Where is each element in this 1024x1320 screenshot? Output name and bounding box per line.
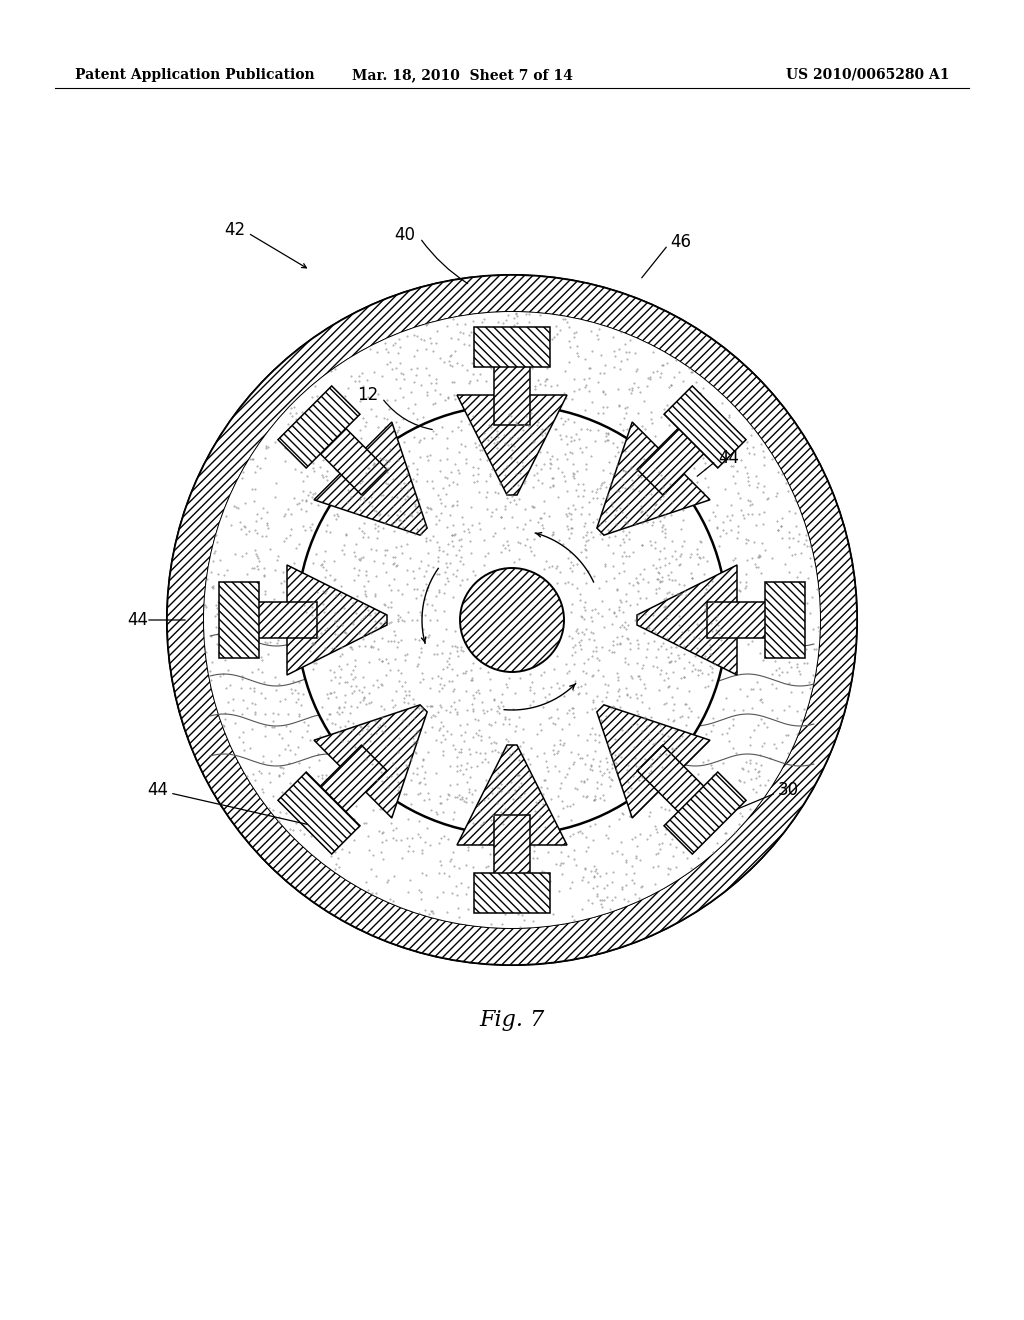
Text: 46: 46 bbox=[670, 234, 691, 251]
Polygon shape bbox=[597, 422, 710, 535]
Polygon shape bbox=[664, 772, 746, 854]
Text: Fig. 7: Fig. 7 bbox=[479, 1008, 545, 1031]
Polygon shape bbox=[637, 565, 737, 675]
Text: 44: 44 bbox=[127, 611, 148, 630]
Polygon shape bbox=[597, 705, 710, 818]
Text: 42: 42 bbox=[224, 220, 245, 239]
Polygon shape bbox=[242, 602, 317, 638]
Polygon shape bbox=[637, 416, 716, 495]
Polygon shape bbox=[314, 422, 427, 535]
Polygon shape bbox=[494, 350, 530, 425]
Polygon shape bbox=[308, 416, 387, 495]
Polygon shape bbox=[494, 814, 530, 890]
Text: 44: 44 bbox=[718, 449, 739, 467]
Polygon shape bbox=[314, 705, 427, 818]
Polygon shape bbox=[219, 582, 259, 657]
Polygon shape bbox=[765, 582, 805, 657]
Polygon shape bbox=[474, 327, 550, 367]
Polygon shape bbox=[278, 385, 360, 469]
Wedge shape bbox=[167, 275, 857, 965]
Text: US 2010/0065280 A1: US 2010/0065280 A1 bbox=[786, 69, 950, 82]
Text: Patent Application Publication: Patent Application Publication bbox=[75, 69, 314, 82]
Text: 40: 40 bbox=[394, 226, 415, 244]
Text: 12: 12 bbox=[356, 385, 378, 404]
Text: 44: 44 bbox=[147, 781, 168, 799]
Polygon shape bbox=[637, 746, 716, 824]
Circle shape bbox=[297, 405, 727, 836]
Polygon shape bbox=[474, 873, 550, 913]
Polygon shape bbox=[287, 565, 387, 675]
Circle shape bbox=[460, 568, 564, 672]
Text: Mar. 18, 2010  Sheet 7 of 14: Mar. 18, 2010 Sheet 7 of 14 bbox=[351, 69, 572, 82]
Polygon shape bbox=[308, 746, 387, 824]
Polygon shape bbox=[278, 772, 360, 854]
Text: 30: 30 bbox=[778, 781, 799, 799]
Polygon shape bbox=[457, 395, 567, 495]
Polygon shape bbox=[457, 744, 567, 845]
Polygon shape bbox=[707, 602, 782, 638]
Circle shape bbox=[204, 312, 820, 928]
Polygon shape bbox=[664, 385, 746, 469]
